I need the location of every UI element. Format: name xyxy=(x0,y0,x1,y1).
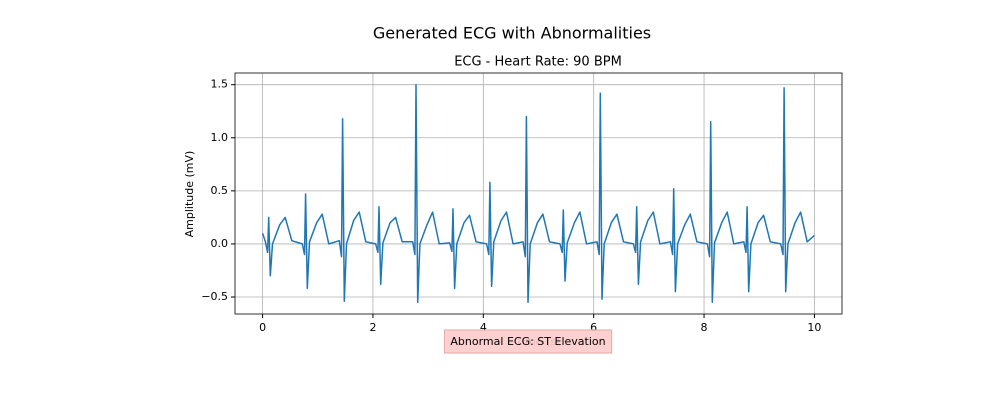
x-tick-label: 10 xyxy=(807,321,821,334)
chart-title: ECG - Heart Rate: 90 BPM xyxy=(454,55,622,70)
ecg-line xyxy=(261,83,815,304)
x-tick-label: 0 xyxy=(259,321,266,334)
x-tick-label: 6 xyxy=(590,321,597,334)
y-tick-label: 0.5 xyxy=(211,184,229,197)
x-tick-label: 8 xyxy=(701,321,708,334)
x-tick-label: 4 xyxy=(480,321,487,334)
y-tick-label: 1.0 xyxy=(211,131,229,144)
y-tick-label: 0.0 xyxy=(211,237,229,250)
axes-frame xyxy=(234,72,843,315)
x-tick-label: 2 xyxy=(369,321,376,334)
y-axis-label: Amplitude (mV) xyxy=(183,151,196,238)
annotation: Abnormal ECG: ST Elevation xyxy=(450,335,605,348)
suptitle: Generated ECG with Abnormalities xyxy=(373,24,651,43)
annotation-box xyxy=(443,329,613,354)
y-tick-label: −0.5 xyxy=(201,290,228,303)
y-tick-label: 1.5 xyxy=(211,78,229,91)
